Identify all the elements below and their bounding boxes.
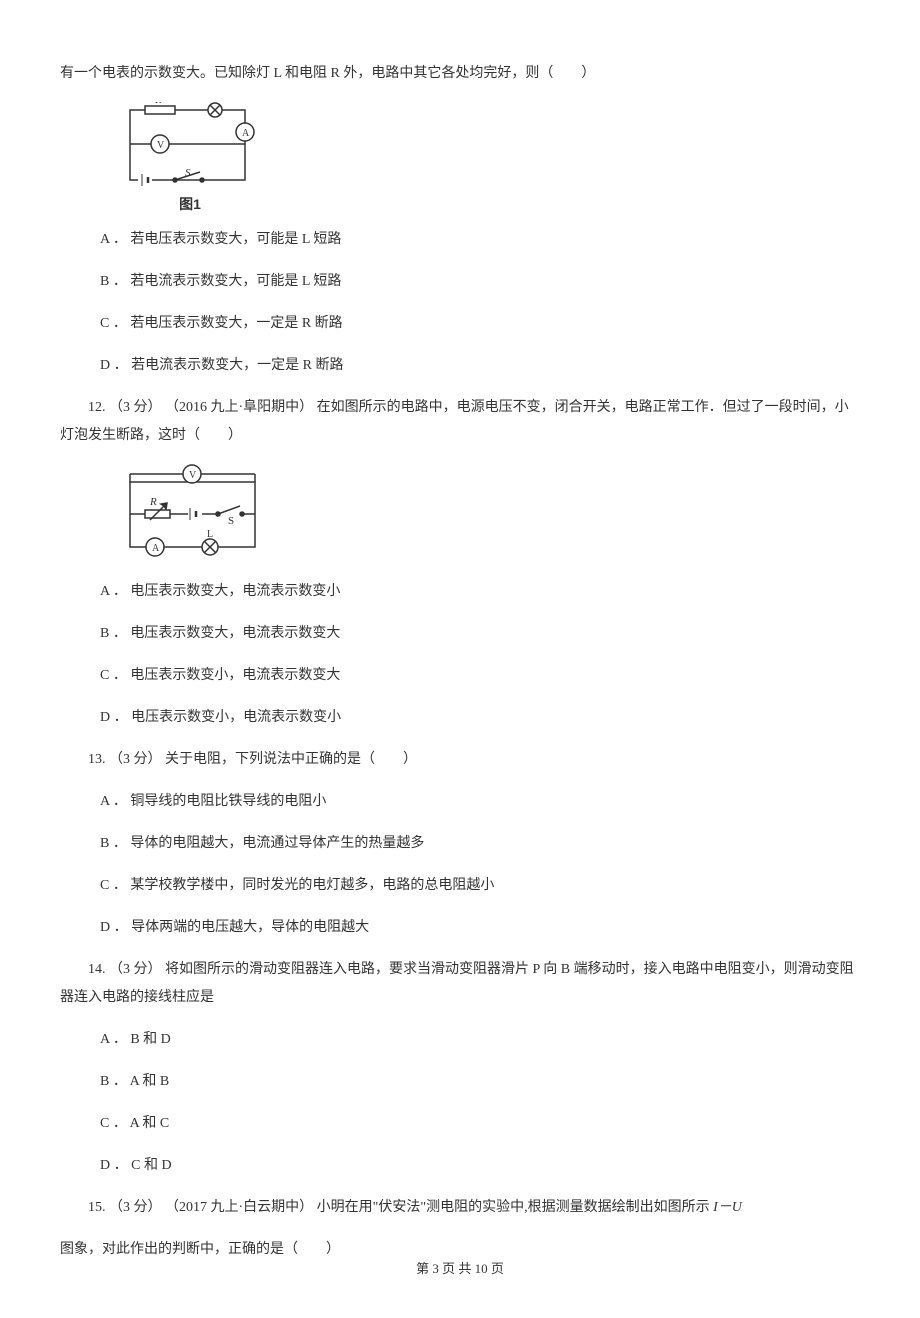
q11-option-b: B ． 若电流表示数变大，可能是 L 短路	[60, 268, 860, 296]
q15-iv-var: I－U	[713, 1200, 742, 1215]
q15-stem-prefix: 15. （3 分） （2017 九上·白云期中） 小明在用"伏安法"测电阻的实验…	[88, 1200, 713, 1215]
diagram1-l-label: L	[211, 102, 218, 105]
q13-stem: 13. （3 分） 关于电阻，下列说法中正确的是（ ）	[60, 746, 860, 774]
q14-stem: 14. （3 分） 将如图所示的滑动变阻器连入电路，要求当滑动变阻器滑片 P 向…	[60, 956, 860, 1012]
diagram-1-block: R L V A S 图1	[120, 102, 860, 212]
intro-line: 有一个电表的示数变大。已知除灯 L 和电阻 R 外，电路中其它各处均完好，则（ …	[60, 60, 860, 88]
diagram1-v-label: V	[157, 140, 165, 151]
q13-option-d: D ． 导体两端的电压越大，导体的电阻越大	[60, 914, 860, 942]
q15-stem-line1: 15. （3 分） （2017 九上·白云期中） 小明在用"伏安法"测电阻的实验…	[60, 1194, 860, 1222]
q12-option-c: C ． 电压表示数变小，电流表示数变大	[60, 662, 860, 690]
q11-option-c: C ． 若电压表示数变大，一定是 R 断路	[60, 310, 860, 338]
diagram1-r-label: R	[154, 102, 162, 106]
q12-option-d: D ． 电压表示数变小，电流表示数变小	[60, 704, 860, 732]
q14-option-b: B ． A 和 B	[60, 1068, 860, 1096]
q13-option-c: C ． 某学校教学楼中，同时发光的电灯越多，电路的总电阻越小	[60, 872, 860, 900]
diagram1-a-label: A	[242, 128, 250, 139]
q13-option-a: A ． 铜导线的电阻比铁导线的电阻小	[60, 788, 860, 816]
page-footer: 第 3 页 共 10 页	[0, 1259, 920, 1279]
diagram2-l-label: L	[207, 529, 213, 540]
diagram1-caption: 图1	[120, 194, 260, 215]
q14-option-a: A ． B 和 D	[60, 1026, 860, 1054]
q12-option-a: A ． 电压表示数变大，电流表示数变小	[60, 578, 860, 606]
q14-option-d: D ． C 和 D	[60, 1152, 860, 1180]
q11-option-a: A ． 若电压表示数变大，可能是 L 短路	[60, 226, 860, 254]
diagram-2-block: V R S A L	[120, 464, 860, 564]
circuit-diagram-2: V R S A L	[120, 464, 270, 564]
diagram2-r-label: R	[149, 496, 157, 508]
q12-stem: 12. （3 分） （2016 九上·阜阳期中） 在如图所示的电路中，电源电压不…	[60, 394, 860, 450]
q12-option-b: B ． 电压表示数变大，电流表示数变大	[60, 620, 860, 648]
diagram2-v-label: V	[189, 470, 197, 481]
q11-option-d: D ． 若电流表示数变大，一定是 R 断路	[60, 352, 860, 380]
diagram2-s-label: S	[228, 515, 234, 527]
circuit-diagram-1: R L V A S 图1	[120, 102, 260, 212]
diagram1-s-label: S	[185, 167, 191, 179]
q14-option-c: C ． A 和 C	[60, 1110, 860, 1138]
diagram2-a-label: A	[152, 543, 160, 554]
q13-option-b: B ． 导体的电阻越大，电流通过导体产生的热量越多	[60, 830, 860, 858]
